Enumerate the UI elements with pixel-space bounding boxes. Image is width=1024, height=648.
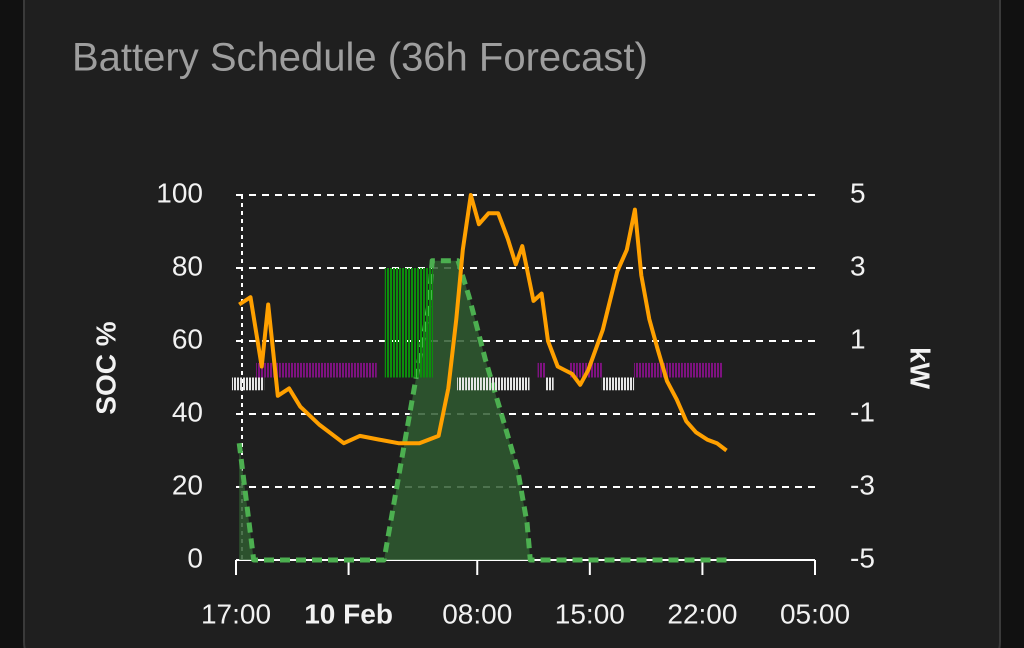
schedule-bar	[505, 377, 514, 391]
y-tick-label: 100	[156, 177, 203, 208]
x-tick-label: 17:00	[201, 598, 271, 629]
y-tick-label: 0	[187, 542, 203, 573]
schedule-bar	[698, 362, 707, 378]
schedule-bar	[674, 362, 683, 378]
schedule-bar	[288, 362, 297, 378]
x-tick-label: 10 Feb	[304, 598, 393, 629]
schedule-bar	[714, 362, 723, 378]
schedule-bar	[408, 268, 417, 378]
schedule-bar	[256, 362, 265, 378]
schedule-bar	[264, 362, 273, 378]
schedule-bar	[336, 362, 345, 378]
schedule-bar	[706, 362, 715, 378]
schedule-bar	[601, 377, 610, 391]
y2-tick-label: -3	[850, 469, 875, 500]
schedule-bar	[497, 377, 506, 391]
schedule-bar	[360, 362, 369, 378]
schedule-bar	[256, 377, 265, 391]
schedule-bar	[650, 362, 659, 378]
schedule-bar	[465, 377, 474, 391]
schedule-bar	[312, 362, 321, 378]
schedule-bar	[392, 268, 401, 378]
schedule-bar	[593, 362, 602, 378]
schedule-bar	[513, 377, 522, 391]
schedule-bar	[240, 377, 249, 391]
y-tick-label: 20	[172, 469, 203, 500]
schedule-bar	[231, 377, 241, 391]
schedule-bar	[545, 377, 554, 391]
x-tick-label: 08:00	[442, 598, 512, 629]
y2-tick-label: 1	[850, 323, 866, 354]
x-tick-label: 22:00	[667, 598, 737, 629]
schedule-bar	[304, 362, 313, 378]
y-tick-label: 60	[172, 323, 203, 354]
y2-tick-label: -1	[850, 396, 875, 427]
schedule-bar	[666, 362, 675, 378]
schedule-bar	[424, 268, 434, 378]
schedule-bar	[368, 362, 377, 378]
schedule-bar	[296, 362, 305, 378]
schedule-bar	[537, 362, 546, 378]
schedule-bar	[320, 362, 329, 378]
schedule-bar	[384, 268, 393, 378]
y2-tick-label: 3	[850, 250, 866, 281]
schedule-bar	[328, 362, 337, 378]
y-tick-label: 80	[172, 250, 203, 281]
schedule-bar	[416, 268, 425, 378]
schedule-bar	[521, 377, 530, 391]
schedule-bar	[634, 362, 643, 378]
schedule-bar	[352, 362, 361, 378]
schedule-bar	[473, 377, 482, 391]
y-tick-label: 40	[172, 396, 203, 427]
schedule-bar	[280, 362, 289, 378]
schedule-bar	[481, 377, 490, 391]
schedule-bar	[617, 377, 627, 391]
y2-axis-label: kW	[905, 347, 936, 390]
schedule-bar	[489, 377, 498, 391]
y2-tick-label: 5	[850, 177, 866, 208]
schedule-bar	[682, 362, 691, 378]
series-line	[238, 193, 728, 453]
schedule-bar	[642, 362, 651, 378]
schedule-bar	[609, 377, 618, 391]
schedule-bar	[457, 377, 466, 391]
y2-tick-label: -5	[850, 542, 875, 573]
schedule-bar	[248, 377, 257, 391]
schedule-bar	[577, 362, 586, 378]
series-line	[236, 258, 727, 563]
x-tick-label: 05:00	[780, 598, 850, 629]
x-tick-label: 15:00	[555, 598, 625, 629]
soc-area	[239, 260, 727, 560]
schedule-bar	[400, 268, 409, 378]
schedule-bar	[569, 362, 578, 378]
schedule-bar	[626, 377, 635, 391]
card-title: Battery Schedule (36h Forecast)	[72, 36, 648, 80]
schedule-bar	[344, 362, 353, 378]
y-axis-label: SOC %	[90, 321, 121, 414]
schedule-bar	[690, 362, 699, 378]
